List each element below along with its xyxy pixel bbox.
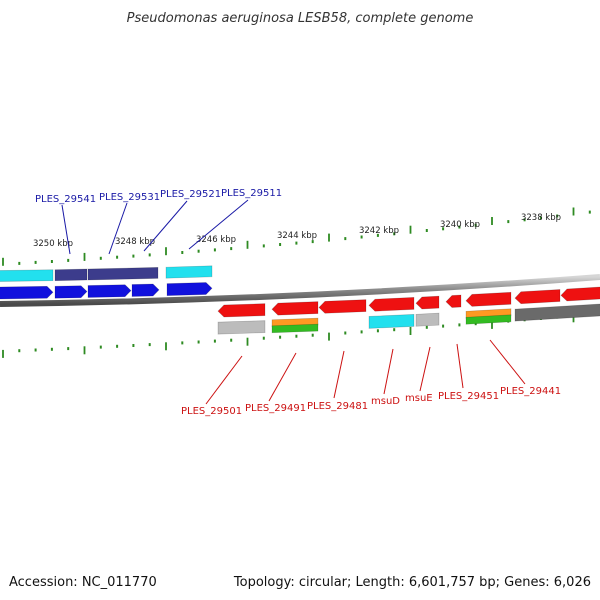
gene-label-msud[interactable]: msuD: [371, 396, 400, 407]
gene-green-rev-1[interactable]: [271, 323, 319, 334]
leader-line: [108, 202, 128, 255]
gene-label-ples-29541[interactable]: PLES_29541: [35, 194, 96, 205]
leader-line: [188, 199, 249, 250]
gene-darkgray-rev-1[interactable]: [514, 303, 600, 322]
leader-line: [333, 350, 345, 399]
genome-summary-text: Topology: circular; Length: 6,601,757 bp…: [233, 575, 591, 590]
leader-line: [143, 200, 188, 252]
gene-navy-fwd-2[interactable]: [87, 267, 159, 281]
leader-line: [61, 204, 71, 255]
gene-blue-fwd-1[interactable]: [0, 285, 54, 300]
forward-gene-labels: PLES_29541 PLES_29531 PLES_29521 PLES_29…: [35, 188, 282, 205]
gene-navy-fwd-1[interactable]: [54, 268, 88, 282]
label-leader-lines: [61, 199, 526, 405]
gene-cyan-fwd-1[interactable]: [0, 269, 54, 282]
kbp-label-3248: 3248 kbp: [115, 237, 155, 247]
gene-label-ples-29491[interactable]: PLES_29491: [245, 403, 306, 414]
gene-label-ples-29501[interactable]: PLES_29501: [181, 406, 242, 417]
gene-blue-fwd-4[interactable]: [131, 283, 160, 297]
gene-label-msue[interactable]: msuE: [405, 393, 433, 404]
leader-line: [205, 355, 243, 405]
gene-red-rev-7[interactable]: [465, 291, 512, 307]
gene-blue-fwd-3[interactable]: [87, 284, 132, 298]
ruler-kbp-labels: 3250 kbp 3248 kbp 3246 kbp 3244 kbp 3242…: [33, 213, 561, 249]
gene-red-rev-6[interactable]: [445, 294, 462, 308]
gene-label-ples-29441[interactable]: PLES_29441: [500, 386, 561, 397]
gene-label-ples-29511[interactable]: PLES_29511: [221, 188, 282, 199]
gene-cyan-fwd-2[interactable]: [165, 265, 213, 279]
accession-text: Accession: NC_011770: [9, 575, 157, 590]
gene-red-rev-9[interactable]: [560, 286, 600, 302]
gene-green-rev-2[interactable]: [465, 314, 512, 325]
leader-line: [268, 352, 297, 402]
gene-features: [0, 265, 600, 335]
kbp-label-3246: 3246 kbp: [196, 235, 236, 245]
kbp-label-3250: 3250 kbp: [33, 239, 73, 249]
genome-title: Pseudomonas aeruginosa LESB58, complete …: [127, 11, 474, 26]
gene-label-ples-29531[interactable]: PLES_29531: [99, 192, 160, 203]
gene-label-ples-29451[interactable]: PLES_29451: [438, 391, 499, 402]
gene-label-ples-29481[interactable]: PLES_29481: [307, 401, 368, 412]
gene-gray-rev-1[interactable]: [217, 320, 266, 335]
gene-cyan-rev-1[interactable]: [368, 314, 415, 329]
gene-red-rev-2[interactable]: [271, 301, 319, 316]
gene-red-rev-5[interactable]: [415, 295, 440, 310]
leader-line: [383, 348, 394, 395]
gene-red-rev-1[interactable]: [217, 303, 266, 318]
kbp-label-3240: 3240 kbp: [440, 220, 480, 230]
leader-line: [489, 339, 526, 385]
kbp-label-3244: 3244 kbp: [277, 231, 317, 241]
leader-line: [419, 346, 431, 392]
genome-backbone: [0, 274, 600, 307]
leader-line: [456, 343, 464, 389]
gene-blue-fwd-5[interactable]: [166, 282, 213, 296]
gene-gray-rev-2[interactable]: [415, 312, 440, 327]
kbp-label-3238: 3238 kbp: [521, 213, 561, 223]
gene-red-rev-4[interactable]: [368, 297, 415, 312]
kbp-label-3242: 3242 kbp: [359, 226, 399, 236]
gene-blue-fwd-2[interactable]: [54, 285, 88, 299]
gene-red-rev-8[interactable]: [514, 289, 561, 305]
gene-label-ples-29521[interactable]: PLES_29521: [160, 189, 221, 200]
reverse-gene-labels: PLES_29501 PLES_29491 PLES_29481 msuD ms…: [181, 386, 561, 417]
gene-red-rev-3[interactable]: [318, 299, 367, 314]
outer-ruler-ticks: [2, 207, 591, 266]
